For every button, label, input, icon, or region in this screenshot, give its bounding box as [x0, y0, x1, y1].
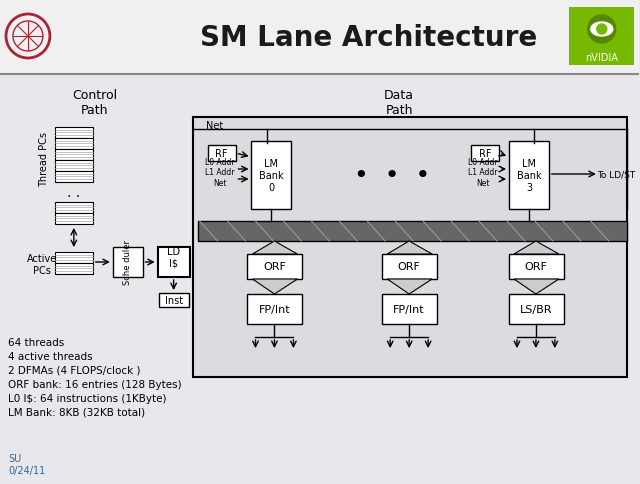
Polygon shape [387, 242, 432, 255]
Bar [471, 146, 499, 162]
Text: Data
Path: Data Path [384, 89, 414, 117]
Text: . .: . . [67, 186, 81, 199]
Text: Active
PCs: Active PCs [27, 254, 57, 275]
Text: L0 Addr
L1 Addr
Net: L0 Addr L1 Addr Net [205, 158, 234, 187]
Polygon shape [253, 242, 298, 255]
Bar [252, 142, 291, 210]
Bar [193, 118, 627, 377]
Text: SU
0/24/11: SU 0/24/11 [8, 453, 45, 475]
Bar [207, 146, 236, 162]
Bar [55, 253, 93, 263]
Text: Inst: Inst [164, 295, 182, 305]
Bar [198, 222, 627, 242]
Bar [55, 161, 93, 172]
Bar [113, 247, 143, 277]
Polygon shape [514, 279, 559, 294]
Text: LS/BR: LS/BR [520, 304, 552, 314]
Circle shape [596, 25, 607, 35]
Text: FP/Int: FP/Int [259, 304, 291, 314]
Text: To LD/ST: To LD/ST [596, 170, 635, 179]
Text: Net: Net [206, 121, 223, 131]
Bar [509, 255, 564, 279]
Text: ORF bank: 16 entries (128 Bytes): ORF bank: 16 entries (128 Bytes) [8, 379, 182, 389]
Text: SM Lane Architecture: SM Lane Architecture [200, 24, 537, 52]
Bar [382, 255, 437, 279]
Text: Sche duler: Sche duler [124, 240, 132, 285]
Text: nVIDIA: nVIDIA [586, 53, 618, 63]
Bar [55, 150, 93, 161]
Text: 64 threads: 64 threads [8, 337, 64, 348]
Bar [55, 213, 93, 225]
Bar [55, 172, 93, 182]
Bar [0, 0, 639, 75]
Bar [55, 128, 93, 139]
Bar [569, 8, 634, 66]
Polygon shape [253, 279, 298, 294]
Text: Thread PCs: Thread PCs [39, 132, 49, 187]
Text: Control
Path: Control Path [72, 89, 117, 117]
Bar [509, 294, 564, 324]
Text: LM
Bank
3: LM Bank 3 [516, 159, 541, 192]
Text: ORF: ORF [524, 261, 547, 272]
Text: ORF: ORF [263, 261, 286, 272]
Text: RF: RF [479, 149, 492, 159]
Text: ORF: ORF [397, 261, 420, 272]
Circle shape [588, 16, 616, 44]
Polygon shape [387, 279, 432, 294]
Text: FP/Int: FP/Int [394, 304, 425, 314]
Text: LD
I$: LD I$ [167, 247, 180, 268]
Bar [55, 203, 93, 213]
Bar [55, 263, 93, 274]
Text: RF: RF [215, 149, 228, 159]
Bar [157, 247, 189, 277]
Polygon shape [514, 242, 559, 255]
Bar [248, 294, 302, 324]
Ellipse shape [591, 23, 612, 37]
Bar [248, 255, 302, 279]
Text: L0 Addr
L1 Addr
Net: L0 Addr L1 Addr Net [468, 158, 498, 187]
Text: LM Bank: 8KB (32KB total): LM Bank: 8KB (32KB total) [8, 407, 145, 417]
Text: 4 active threads: 4 active threads [8, 351, 93, 361]
Text: LM
Bank
0: LM Bank 0 [259, 159, 284, 192]
Text: L0 I$: 64 instructions (1KByte): L0 I$: 64 instructions (1KByte) [8, 393, 166, 403]
Bar [509, 142, 549, 210]
Text: •  •  •: • • • [354, 164, 430, 188]
Bar [159, 293, 189, 307]
Bar [55, 139, 93, 150]
Bar [382, 294, 437, 324]
Text: 2 DFMAs (4 FLOPS/clock ): 2 DFMAs (4 FLOPS/clock ) [8, 365, 141, 375]
